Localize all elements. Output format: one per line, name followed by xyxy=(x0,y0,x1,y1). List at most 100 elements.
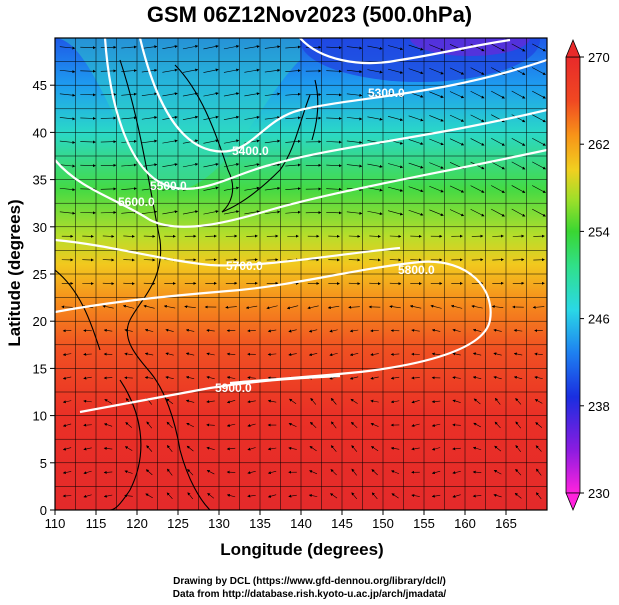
wind-arrow xyxy=(493,328,502,332)
wind-arrow xyxy=(226,493,236,498)
wind-arrow xyxy=(267,352,277,356)
wind-arrow xyxy=(80,69,96,73)
wind-arrow xyxy=(146,421,152,429)
wind-arrow xyxy=(471,304,483,309)
wind-arrow xyxy=(182,68,199,73)
wind-arrow xyxy=(144,352,154,356)
wind-arrow xyxy=(452,423,461,427)
wind-arrow xyxy=(145,493,153,499)
wind-arrow xyxy=(203,44,219,50)
wind-arrow xyxy=(186,422,194,428)
wind-arrow xyxy=(515,398,522,405)
wind-arrow xyxy=(491,305,504,309)
wind-arrow xyxy=(226,376,236,380)
wind-arrow xyxy=(103,494,113,498)
wind-arrow xyxy=(330,493,338,499)
wind-arrow xyxy=(244,186,260,191)
wind-arrow xyxy=(244,92,260,97)
wind-arrow xyxy=(513,352,523,356)
y-tick-label: 35 xyxy=(33,173,47,188)
colorbar-tick-label: 262 xyxy=(588,137,610,152)
wind-arrow xyxy=(59,69,76,74)
contour-label-5600: 5600.0 xyxy=(118,195,155,209)
wind-arrow xyxy=(59,46,76,50)
wind-arrow xyxy=(121,187,137,191)
wind-arrow xyxy=(59,93,76,97)
wind-arrow xyxy=(308,329,318,333)
wind-arrow xyxy=(369,258,381,262)
wind-arrow xyxy=(532,138,546,146)
wind-arrow xyxy=(534,399,543,404)
wind-arrow xyxy=(121,92,137,96)
wind-arrow xyxy=(123,282,135,286)
wind-arrow xyxy=(330,469,337,476)
wind-arrow xyxy=(123,258,135,262)
colorbar-tick-label: 246 xyxy=(588,312,610,327)
wind-arrow xyxy=(226,423,236,427)
wind-arrow xyxy=(351,445,358,452)
wind-arrow xyxy=(326,187,342,191)
wind-arrow xyxy=(326,69,342,73)
grid-lines xyxy=(55,38,547,510)
wind-arrow xyxy=(103,470,113,474)
wind-arrow xyxy=(367,187,383,192)
wind-arrow xyxy=(492,281,504,285)
wind-arrow xyxy=(493,470,502,475)
wind-arrow xyxy=(491,43,505,52)
wind-arrow xyxy=(206,376,215,380)
wind-arrow xyxy=(473,422,481,428)
wind-arrow xyxy=(431,328,441,332)
wind-arrow xyxy=(203,186,219,191)
wind-arrow xyxy=(124,352,133,356)
wind-arrow xyxy=(431,447,441,451)
wind-arrow xyxy=(244,163,260,167)
wind-arrow xyxy=(288,494,297,498)
wind-arrow xyxy=(470,208,485,217)
wind-arrow xyxy=(349,376,359,380)
wind-arrow xyxy=(246,258,258,262)
wind-arrow xyxy=(285,92,301,96)
wind-arrow xyxy=(247,376,256,380)
wind-arrow xyxy=(429,115,444,122)
y-tick-label: 15 xyxy=(33,361,47,376)
x-tick-label: 120 xyxy=(126,516,148,531)
wind-arrow xyxy=(430,304,442,309)
wind-arrow xyxy=(449,138,465,146)
wind-arrow xyxy=(514,492,522,499)
wind-arrow xyxy=(267,329,277,333)
wind-arrow xyxy=(102,282,115,286)
wind-arrow xyxy=(494,445,502,452)
wind-arrow xyxy=(267,470,277,475)
wind-arrow xyxy=(102,304,114,309)
wind-arrow xyxy=(408,162,424,169)
wind-arrow xyxy=(83,376,92,380)
wind-arrow xyxy=(371,492,378,500)
wind-arrow xyxy=(124,446,133,451)
x-tick-label: 150 xyxy=(372,516,394,531)
wind-arrow xyxy=(285,116,301,120)
wind-arrow xyxy=(144,328,154,332)
wind-arrow xyxy=(534,376,543,379)
contour-label-5700: 5700.0 xyxy=(226,259,263,273)
wind-arrow xyxy=(370,353,379,356)
wind-arrow xyxy=(309,446,317,452)
contour-label-5400: 5400.0 xyxy=(232,144,269,158)
wind-arrow xyxy=(511,185,526,193)
wind-arrow xyxy=(493,352,502,356)
wind-arrow xyxy=(390,446,400,450)
wind-arrow xyxy=(449,67,465,75)
wind-arrow xyxy=(104,399,112,404)
credit-dcl: Drawing by DCL (https://www.gfd-dennou.o… xyxy=(173,576,446,587)
wind-arrow xyxy=(223,162,240,168)
wind-arrow xyxy=(452,399,461,403)
wind-arrow xyxy=(532,208,546,217)
wind-arrow xyxy=(187,492,194,500)
wind-arrow xyxy=(62,376,72,380)
wind-arrow xyxy=(162,163,178,168)
contour-5600 xyxy=(55,148,547,228)
wind-arrow xyxy=(532,185,546,193)
wind-arrow xyxy=(472,376,482,379)
wind-arrow xyxy=(206,446,215,450)
wind-arrow xyxy=(349,329,359,333)
wind-arrow xyxy=(203,115,219,121)
